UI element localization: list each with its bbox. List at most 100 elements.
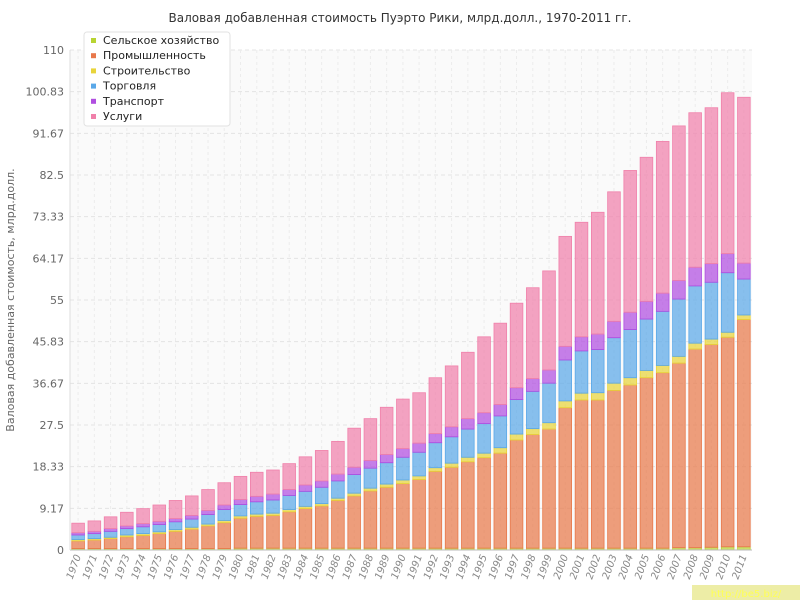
bar-segment — [623, 384, 637, 549]
bar-segment — [704, 338, 719, 345]
bar-segment — [688, 342, 702, 350]
bar-segment — [185, 495, 199, 516]
bar-segment — [509, 387, 524, 400]
bar-segment — [136, 523, 150, 528]
bar-segment — [347, 427, 361, 468]
bar-segment — [542, 369, 556, 384]
bar-segment — [168, 521, 183, 530]
bar-segment — [233, 504, 248, 517]
x-tick-labels: 1970197119721973197419751976197719781979… — [65, 553, 750, 581]
bar-segment — [720, 92, 735, 255]
bar-segment — [396, 398, 410, 450]
y-tick-label: 91.67 — [33, 127, 65, 140]
bar-segment — [168, 530, 183, 550]
bar-segment — [428, 470, 443, 549]
bar-segment — [87, 520, 102, 532]
bar-segment — [185, 518, 199, 528]
bar-segment — [87, 533, 102, 540]
bar-segment — [461, 418, 475, 430]
bar-segment — [103, 528, 118, 532]
bar-segment — [720, 272, 735, 333]
bar-segment — [509, 302, 524, 389]
bar-segment — [542, 270, 556, 371]
bar-segment — [704, 263, 719, 283]
bar-segment — [720, 253, 735, 274]
bar-segment — [314, 505, 329, 549]
bar-segment — [331, 440, 345, 475]
bar-segment — [217, 509, 231, 521]
bar-segment — [379, 483, 394, 488]
legend-swatch — [91, 83, 96, 89]
bar-segment — [655, 372, 670, 549]
legend-entry: Торговля — [102, 80, 156, 93]
bar-segment — [591, 392, 605, 401]
bar-segment — [444, 365, 459, 428]
bar-segment — [461, 351, 475, 420]
bar-segment — [87, 539, 102, 550]
bar-segment — [428, 442, 443, 469]
bar-segment — [688, 266, 702, 287]
bar-segment — [136, 508, 150, 525]
bar-segment — [688, 348, 702, 549]
bar-segment — [704, 344, 719, 548]
legend-entry: Услуги — [103, 110, 142, 123]
bar-segment — [103, 530, 118, 538]
bar-segment — [623, 311, 637, 330]
bar-segment — [298, 490, 313, 507]
bar-segment — [152, 533, 167, 550]
bar-segment — [623, 377, 637, 386]
y-tick-label: 36.67 — [33, 377, 65, 390]
bar-segment — [542, 428, 556, 549]
bar-segment — [314, 480, 329, 488]
bar-segment — [688, 285, 702, 344]
bar-segment — [396, 483, 410, 549]
bar-segment — [103, 538, 118, 550]
bar-segment — [379, 454, 394, 464]
bar-segment — [526, 390, 540, 430]
bar-segment — [639, 318, 654, 371]
x-tick-label: 2011 — [731, 553, 750, 581]
bars — [71, 92, 751, 551]
bar-segment — [250, 515, 264, 549]
bar-segment — [591, 349, 605, 394]
y-tick-label: 100.83 — [26, 86, 65, 99]
bar-segment — [639, 370, 654, 379]
bar-segment — [477, 412, 491, 425]
bar-segment — [250, 495, 264, 503]
bar-segment — [168, 500, 183, 520]
bar-segment — [428, 467, 443, 472]
bar-segment — [639, 156, 654, 302]
bar-segment — [152, 504, 167, 522]
watermark-background — [692, 585, 800, 600]
bar-segment — [250, 501, 264, 515]
legend-entry: Транспорт — [102, 95, 165, 108]
bar-segment — [266, 493, 280, 501]
bar-segment — [526, 287, 540, 380]
bar-segment — [331, 473, 345, 482]
bar-segment — [412, 442, 426, 453]
bar-segment — [558, 345, 572, 361]
axes — [69, 50, 752, 551]
bar-segment — [298, 508, 313, 549]
bar-segment — [704, 107, 719, 265]
bar-segment — [574, 221, 589, 338]
bar-segment — [250, 471, 264, 497]
y-axis-label: Валовая добавленная стоимость, млрд.долл… — [4, 168, 17, 431]
legend-swatch — [91, 38, 96, 43]
bar-segment — [526, 378, 540, 392]
legend-swatch — [91, 98, 96, 104]
bar-segment — [509, 399, 524, 435]
legend-swatch — [91, 68, 96, 74]
bar-segment — [672, 125, 686, 281]
bar-segment — [201, 525, 215, 550]
legend-swatch — [91, 114, 96, 119]
bar-segment — [282, 511, 296, 549]
bar-segment — [461, 461, 475, 549]
bar-segment — [103, 516, 118, 530]
bar-segment — [428, 433, 443, 444]
bar-segment — [558, 407, 572, 549]
bar-segment — [542, 422, 556, 430]
bar-segment — [282, 489, 296, 496]
bar-segment — [720, 336, 735, 548]
bar-segment — [266, 515, 280, 549]
